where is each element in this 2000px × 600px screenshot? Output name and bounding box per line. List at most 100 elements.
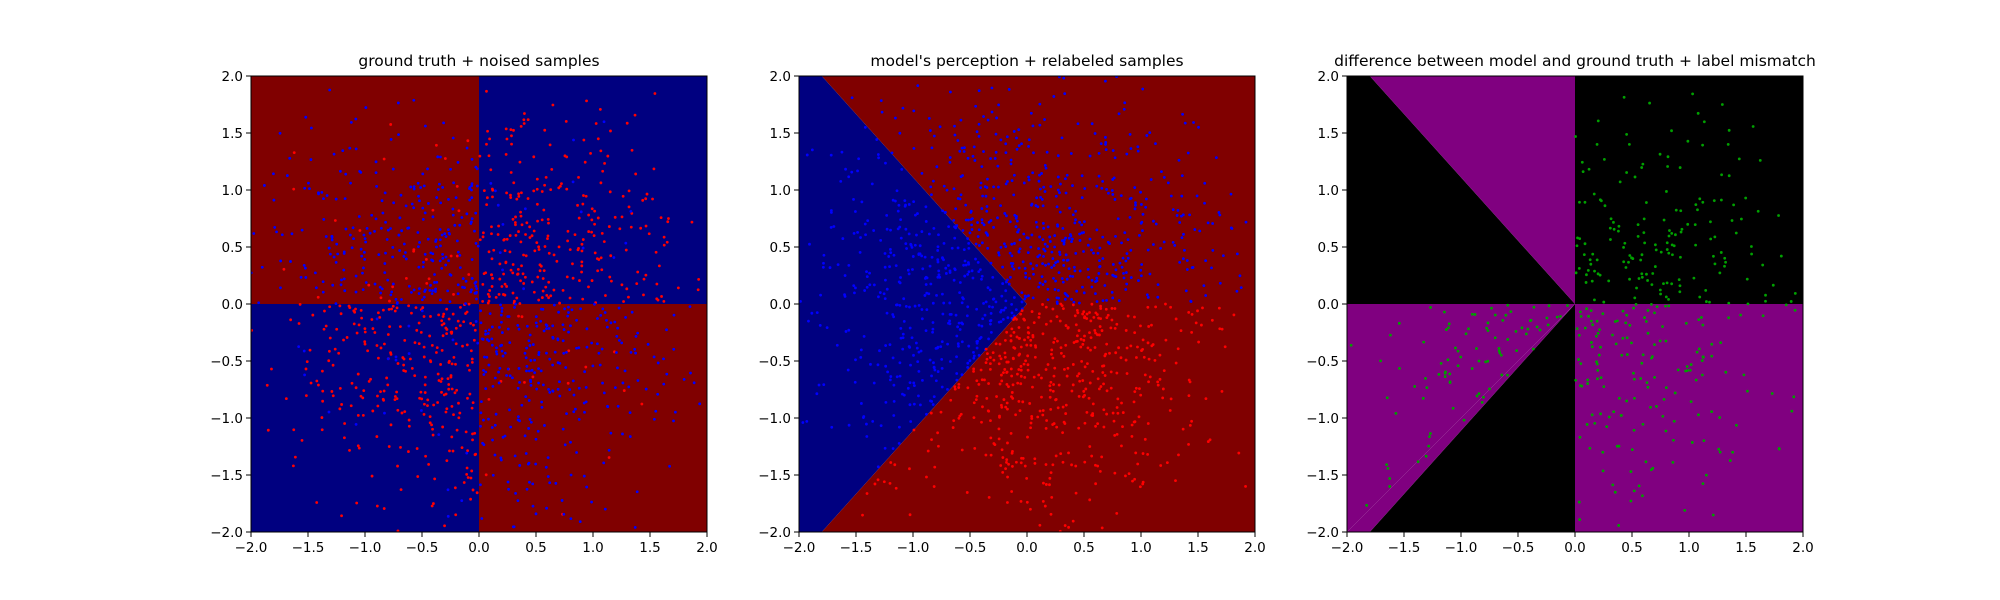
data-point xyxy=(530,280,534,284)
data-point xyxy=(1166,181,1170,185)
data-point xyxy=(1191,265,1195,269)
data-point xyxy=(627,385,631,389)
data-point xyxy=(1010,395,1013,398)
data-point xyxy=(402,242,406,246)
data-point xyxy=(470,217,474,221)
data-point xyxy=(1099,142,1103,146)
data-point xyxy=(502,293,505,296)
data-point xyxy=(340,514,343,518)
data-point xyxy=(402,255,406,258)
data-point xyxy=(502,272,505,276)
data-point xyxy=(1169,397,1173,401)
data-point xyxy=(479,309,483,313)
data-point xyxy=(436,401,439,404)
data-point xyxy=(330,236,334,239)
data-point xyxy=(535,187,539,191)
data-point xyxy=(805,420,809,423)
data-point xyxy=(987,305,991,308)
data-point xyxy=(891,447,895,450)
data-point xyxy=(489,181,493,185)
data-point xyxy=(450,435,454,439)
data-point xyxy=(1700,359,1704,363)
data-point xyxy=(1059,182,1062,186)
data-point xyxy=(887,255,891,258)
x-tick-label: 0.5 xyxy=(525,540,546,556)
data-point xyxy=(474,320,478,323)
data-point xyxy=(279,259,283,263)
data-point xyxy=(986,246,990,250)
data-point xyxy=(1070,389,1074,393)
data-point xyxy=(1089,348,1092,352)
data-point xyxy=(1646,309,1650,312)
data-point xyxy=(1033,457,1037,461)
data-point xyxy=(655,297,659,301)
data-point xyxy=(977,353,981,357)
data-point xyxy=(1071,363,1075,366)
data-point xyxy=(1174,317,1178,321)
data-point xyxy=(1587,314,1590,318)
data-point xyxy=(505,137,509,141)
data-point xyxy=(1110,189,1114,192)
data-point xyxy=(620,341,624,345)
data-point xyxy=(1642,231,1646,235)
data-point xyxy=(1124,358,1128,362)
data-point xyxy=(435,245,438,249)
data-point xyxy=(587,230,591,233)
data-point xyxy=(1004,405,1008,409)
data-point xyxy=(894,264,898,268)
x-tick-label: 1.0 xyxy=(582,540,603,556)
data-point xyxy=(325,194,329,197)
data-point xyxy=(451,136,455,140)
data-point xyxy=(437,313,441,317)
data-point xyxy=(365,227,369,230)
data-point xyxy=(535,177,539,181)
data-point xyxy=(1162,369,1166,373)
data-point xyxy=(1016,230,1019,234)
data-point xyxy=(499,303,502,307)
data-point xyxy=(1104,135,1107,139)
data-point xyxy=(1075,334,1079,338)
data-point xyxy=(1070,463,1073,467)
data-point xyxy=(1640,275,1644,279)
data-point xyxy=(1579,362,1583,366)
data-point xyxy=(1004,306,1007,310)
data-point xyxy=(1617,229,1620,233)
data-point xyxy=(482,272,486,276)
data-point xyxy=(354,147,358,151)
x-tick-label: −1.5 xyxy=(840,540,873,556)
data-point xyxy=(393,309,397,313)
data-point xyxy=(1154,222,1158,226)
data-point xyxy=(1630,448,1634,452)
data-point xyxy=(984,361,988,365)
data-point xyxy=(896,209,900,213)
data-point xyxy=(1064,324,1068,327)
data-point xyxy=(1637,277,1641,280)
data-point xyxy=(1070,240,1073,243)
data-point xyxy=(1627,260,1630,264)
data-point xyxy=(620,215,624,219)
data-point xyxy=(1036,255,1040,259)
data-point xyxy=(288,156,292,160)
data-point xyxy=(1622,260,1626,264)
data-point xyxy=(1021,400,1025,404)
data-point xyxy=(478,154,482,158)
data-point xyxy=(1147,325,1151,328)
data-point xyxy=(349,404,353,408)
data-point xyxy=(1033,355,1037,359)
data-point xyxy=(484,473,488,477)
data-point xyxy=(1064,236,1067,240)
data-point xyxy=(386,333,390,336)
data-point xyxy=(1650,355,1654,358)
data-point xyxy=(1043,163,1047,167)
data-point xyxy=(662,243,666,247)
data-point xyxy=(546,234,550,238)
data-point xyxy=(952,187,956,191)
data-point xyxy=(337,351,341,355)
data-point xyxy=(1385,396,1389,400)
data-point xyxy=(1091,402,1095,406)
data-point xyxy=(962,263,966,267)
data-point xyxy=(894,116,897,120)
data-point xyxy=(421,172,425,176)
data-point xyxy=(997,320,1001,324)
data-point xyxy=(697,278,701,281)
